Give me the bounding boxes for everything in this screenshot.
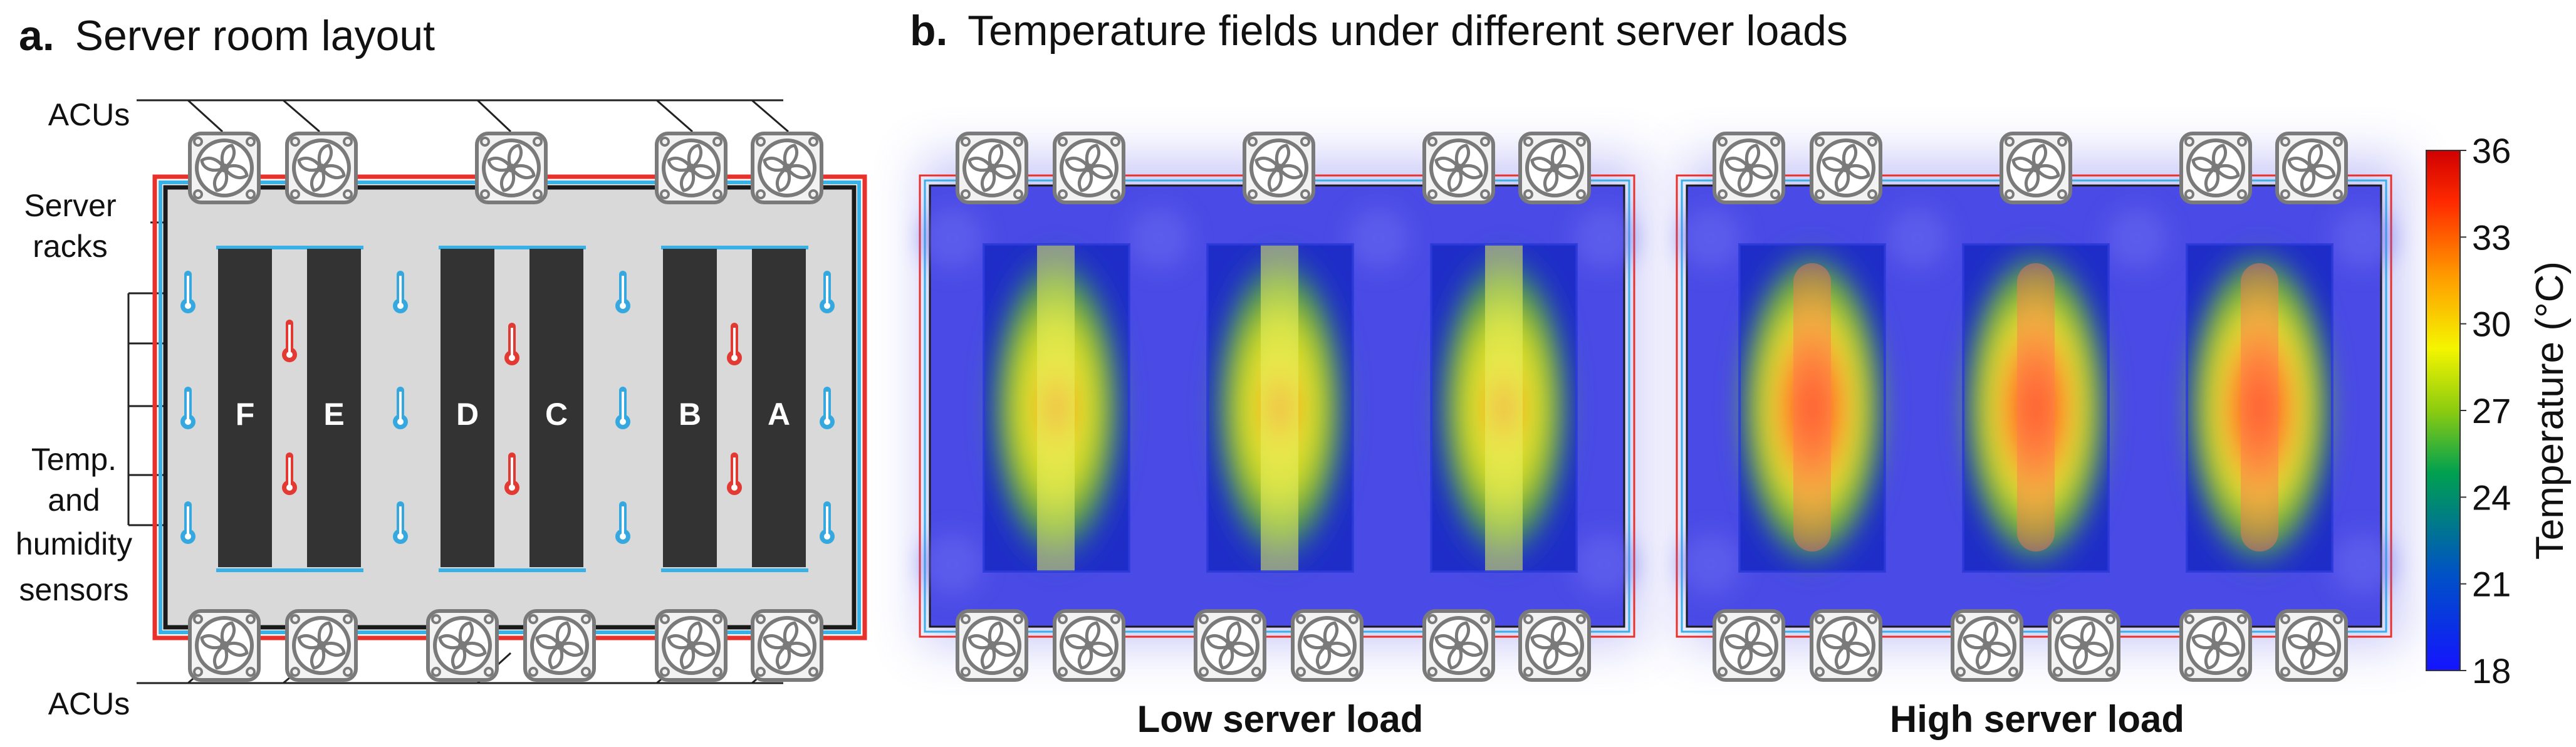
acu-fan-icon [1520, 611, 1589, 680]
acu-fan-icon [957, 611, 1026, 680]
acu-fan-icon [1714, 133, 1783, 202]
acu-fan-icon [287, 133, 356, 202]
label-acus-top: ACUs [48, 97, 130, 132]
room-walls [152, 174, 867, 640]
acu-fan-icon [2001, 133, 2070, 202]
acu-fan-icon [2277, 611, 2346, 680]
colorbar-tick-label: 21 [2472, 565, 2511, 604]
label-server-racks-2: racks [33, 229, 107, 264]
acu-fan-icon [957, 133, 1026, 202]
acu-fan-icon [190, 611, 259, 680]
label-sensors-3: humidity [16, 526, 132, 562]
panel-b-title: Temperature fields under different serve… [967, 7, 1848, 55]
rack-b-label: B [679, 397, 701, 432]
rack-c-label: C [545, 397, 568, 432]
acu-fan-icon [1055, 133, 1124, 202]
rack-d: D [441, 249, 494, 567]
colorbar-ticks: 36 33 30 27 24 21 18 [2460, 131, 2511, 691]
rack-a: A [752, 249, 806, 567]
rack-e-label: E [323, 397, 344, 432]
label-sensors-2: and [48, 483, 100, 518]
acu-fan-icon [753, 611, 821, 680]
rack-f: F [218, 249, 272, 567]
acu-fan-icon [1953, 611, 2021, 680]
colorbar-tick-label: 27 [2472, 391, 2511, 431]
label-server-racks-1: Server [24, 188, 116, 223]
colorbar-tick-label: 33 [2472, 217, 2511, 257]
acu-fan-icon [2181, 611, 2250, 680]
acu-fan-icon [2181, 133, 2250, 202]
colorbar-tick-label: 24 [2472, 478, 2511, 517]
acu-fan-icon [657, 611, 726, 680]
rack-a-label: A [768, 397, 790, 432]
acu-fan-icon [1055, 611, 1124, 680]
acu-fan-icon [1714, 611, 1783, 680]
panel-a-title: Server room layout [75, 12, 435, 60]
panel-b-heading: b. Temperature fields under different se… [910, 7, 1848, 55]
label-acus-bottom: ACUs [48, 686, 130, 721]
acu-fan-icon [2050, 611, 2119, 680]
colorbar: 36 33 30 27 24 21 18 Temperature (°C) [2426, 131, 2572, 691]
colorbar-tick-label: 36 [2472, 131, 2511, 170]
acu-fan-icon [753, 133, 821, 202]
colorbar-label: Temperature (°C) [2528, 261, 2572, 560]
temperature-field-high: High server load [1676, 133, 2405, 740]
colorbar-tick-label: 18 [2472, 651, 2511, 691]
acu-fan-icon [657, 133, 726, 202]
acu-fan-icon [428, 611, 497, 680]
acu-fan-icon [1244, 133, 1313, 202]
colorbar-tick-label: 30 [2472, 305, 2511, 344]
rack-aisle-lines [216, 246, 808, 572]
caption-high-load: High server load [1890, 698, 2184, 740]
acu-fan-icon [1293, 611, 1362, 680]
rack-b: B [663, 249, 717, 567]
rack-f-label: F [236, 397, 255, 432]
label-sensors-4: sensors [19, 572, 128, 607]
temperature-field-low: Low server load [919, 133, 1642, 740]
caption-low-load: Low server load [1137, 698, 1424, 740]
panel-b-letter: b. [910, 7, 947, 55]
rack-d-label: D [456, 397, 479, 432]
panel-a: a. Server room layout ACUs Server racks … [16, 12, 867, 721]
acu-fan-icon [477, 133, 546, 202]
rack-e: E [307, 249, 361, 567]
rack-c: C [529, 249, 583, 567]
panel-a-heading: a. Server room layout [19, 12, 435, 60]
panel-b: b. Temperature fields under different se… [910, 7, 2572, 740]
colorbar-gradient [2426, 150, 2461, 671]
panel-a-letter: a. [19, 12, 55, 60]
acu-fan-icon [2277, 133, 2346, 202]
acu-fan-icon [190, 133, 259, 202]
acu-fan-icon [287, 611, 356, 680]
acu-fan-icon [1424, 133, 1493, 202]
acu-fan-icon [1196, 611, 1265, 680]
label-sensors-1: Temp. [31, 442, 117, 477]
acu-fan-icon [1812, 133, 1880, 202]
acu-fan-icon [1424, 611, 1493, 680]
acu-fan-icon [1812, 611, 1880, 680]
acu-fan-icon [525, 611, 594, 680]
acu-fan-icon [1520, 133, 1589, 202]
